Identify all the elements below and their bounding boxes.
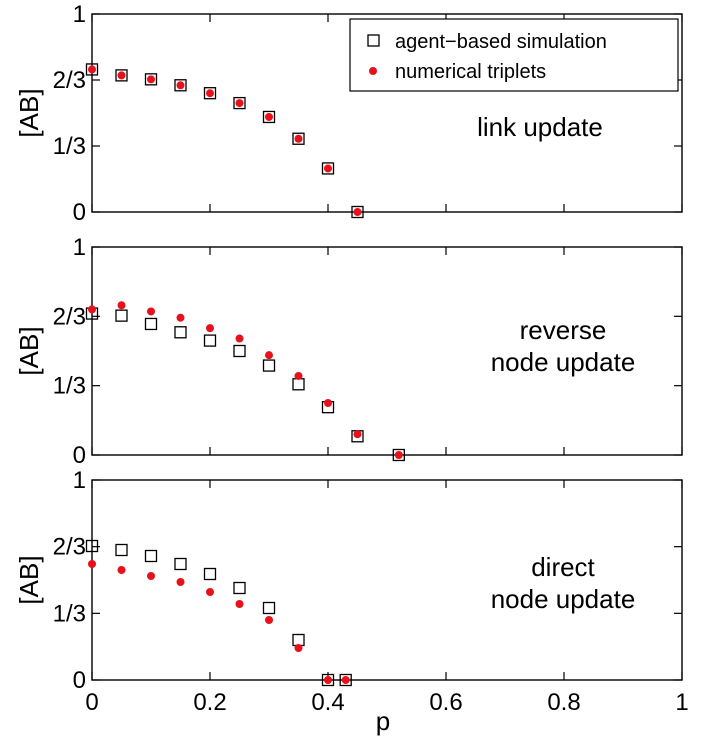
data-point-dot	[176, 578, 185, 586]
data-point-dot	[88, 65, 96, 74]
data-point-square	[144, 549, 158, 563]
data-point-square	[115, 543, 128, 557]
data-point-square	[174, 557, 187, 571]
data-point-square	[351, 205, 364, 219]
y-tick-label: 1	[73, 1, 86, 28]
y-tick-label: 2/3	[53, 67, 86, 94]
plot-frame	[91, 13, 683, 213]
data-point-square	[392, 448, 405, 462]
y-tick-label: 0	[73, 667, 86, 694]
data-point-square	[262, 359, 276, 372]
y-tick-label: 0	[73, 442, 86, 469]
data-point-dot	[324, 164, 332, 173]
data-point-dot	[294, 644, 303, 652]
x-tick-label: 0.2	[193, 689, 226, 716]
data-point-dot	[117, 301, 126, 310]
data-point-dot	[206, 588, 214, 596]
data-point-dot	[324, 399, 332, 407]
data-point-square	[292, 633, 305, 647]
data-point-dot	[324, 676, 332, 684]
plot-frame	[91, 246, 683, 456]
data-point-dot	[294, 371, 303, 380]
data-point-dot	[176, 313, 185, 322]
data-point-square	[115, 69, 128, 82]
data-point-square	[321, 673, 335, 687]
data-point-dot	[394, 451, 403, 459]
x-tick-label: 1	[675, 689, 688, 716]
y-tick-label: 1/3	[53, 133, 86, 160]
plot-frame	[91, 479, 683, 681]
data-point-square	[203, 567, 217, 581]
legend-box	[349, 18, 679, 92]
y-tick-label: 2/3	[53, 303, 86, 330]
data-point-square	[233, 581, 246, 595]
data-point-dot	[147, 572, 155, 580]
legend-entry-simulation: agent−based simulation	[395, 31, 607, 53]
data-point-dot	[341, 676, 350, 684]
panel-annotation: direct	[531, 552, 595, 582]
panel-annotation: node update	[491, 584, 636, 614]
data-point-square	[233, 344, 246, 358]
data-point-square	[144, 317, 158, 331]
data-point-square	[85, 539, 99, 553]
y-axis-label: [AB]	[14, 326, 44, 375]
data-point-dot	[235, 600, 244, 608]
data-point-dot	[235, 99, 244, 108]
data-point-square	[339, 673, 352, 687]
data-point-dot	[176, 81, 185, 90]
y-tick-label: 1/3	[53, 373, 86, 400]
y-tick-label: 0	[73, 199, 86, 226]
data-point-square	[233, 96, 246, 110]
legend-marker-dot	[369, 67, 377, 75]
x-tick-label: 0	[85, 689, 98, 716]
data-point-dot	[147, 75, 155, 84]
data-point-square	[174, 326, 187, 339]
panel-annotation: node update	[491, 347, 636, 377]
data-point-dot	[206, 89, 214, 98]
x-tick-label: 0.8	[547, 689, 580, 716]
data-point-square	[85, 63, 99, 76]
data-point-square	[292, 132, 305, 145]
data-point-square	[321, 162, 335, 175]
y-tick-label: 1/3	[53, 600, 86, 627]
data-point-dot	[353, 430, 362, 439]
data-point-square	[203, 87, 217, 100]
data-point-square	[262, 601, 276, 615]
data-point-dot	[265, 616, 273, 624]
panel-annotation: link update	[477, 112, 603, 142]
data-point-dot	[88, 560, 96, 568]
data-point-dot	[88, 305, 96, 314]
data-point-square	[203, 334, 217, 347]
y-tick-label: 1	[73, 467, 86, 494]
data-point-square	[174, 79, 187, 92]
data-point-dot	[265, 351, 273, 360]
legend-marker-square	[367, 34, 380, 47]
y-axis-label: [AB]	[14, 555, 44, 604]
data-point-square	[115, 309, 128, 322]
data-point-square	[292, 378, 305, 391]
data-point-dot	[206, 324, 214, 333]
y-axis-label: [AB]	[14, 88, 44, 137]
y-tick-label: 1	[73, 234, 86, 261]
data-point-dot	[353, 208, 362, 216]
legend-entry-triplets: numerical triplets	[395, 61, 546, 83]
x-tick-label: 0.4	[311, 689, 344, 716]
data-point-dot	[265, 112, 273, 121]
data-point-square	[262, 110, 276, 124]
x-tick-label: 0.6	[429, 689, 462, 716]
panel-1: 0 1/3 2/3 1 [AB] link update agent−based simul…	[14, 1, 683, 226]
y-tick-label: 2/3	[53, 534, 86, 561]
data-point-square	[144, 73, 158, 86]
data-point-dot	[235, 334, 244, 343]
data-point-dot	[147, 307, 155, 316]
data-point-dot	[117, 71, 126, 80]
x-axis-label: p	[376, 706, 390, 736]
panel-annotation: reverse	[520, 315, 607, 345]
data-point-dot	[117, 566, 126, 574]
data-point-dot	[294, 134, 303, 143]
